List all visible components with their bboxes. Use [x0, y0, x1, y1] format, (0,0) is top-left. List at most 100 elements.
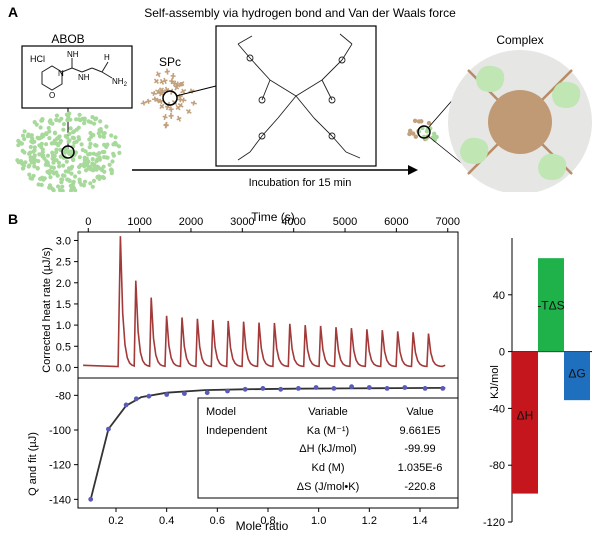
abob-particle	[54, 170, 58, 174]
isotherm-data-point	[106, 427, 111, 432]
spc-arm	[168, 113, 173, 119]
isotherm-x-tick-label: 0.8	[260, 515, 275, 527]
abob-particle	[50, 122, 54, 126]
abob-particle	[102, 170, 106, 174]
abob-particle	[65, 113, 69, 117]
complex-particle-bit	[411, 131, 415, 135]
isotherm-data-point	[314, 385, 319, 390]
abob-particle	[56, 143, 60, 147]
complex-particle-bit	[417, 119, 421, 123]
panel-a-svg: A Self-assembly via hydrogen bond and Va…	[0, 0, 600, 192]
table-variable-ds: ΔS (J/mol•K)	[297, 481, 360, 493]
abob-particle	[44, 142, 48, 146]
abob-particle	[62, 122, 66, 126]
isotherm-data-point	[134, 396, 139, 401]
abob-particle	[95, 157, 99, 161]
complex-abob-blob	[476, 66, 504, 92]
isotherm-data-point	[423, 386, 428, 391]
abob-particle	[112, 154, 116, 158]
abob-particle	[16, 143, 20, 147]
abob-particle	[30, 160, 34, 164]
thermogram-x-tick-label: 2000	[179, 216, 203, 228]
abob-particle	[72, 180, 76, 184]
isotherm-data-point	[440, 386, 445, 391]
abob-particle	[48, 175, 52, 179]
bar-y-tick-label: -40	[489, 403, 505, 415]
abob-particle	[61, 128, 65, 132]
abob-particle	[54, 118, 58, 122]
abob-particle	[83, 180, 87, 184]
panel-b: B Time (s) Corrected heat rate (µJ/s) Q …	[0, 192, 600, 536]
table-header-model: Model	[206, 406, 236, 418]
spc-arm	[175, 115, 182, 123]
abob-particle	[92, 179, 96, 183]
table-header-value: Value	[406, 406, 433, 418]
isotherm-x-tick-label: 1.2	[362, 515, 377, 527]
fit-parameters-table: Model Variable Value Independent Ka (M⁻¹…	[198, 398, 458, 498]
spc-arm	[190, 100, 197, 106]
abob-particle	[53, 139, 57, 143]
abob-particle	[55, 114, 59, 118]
abob-particle	[78, 180, 82, 184]
table-variable-kd: Kd (M)	[312, 462, 345, 474]
bar-y-tick-label: 0	[499, 347, 505, 359]
abob-particle	[72, 141, 76, 145]
abob-particle	[98, 119, 102, 123]
isotherm-x-tick-label: 0.6	[210, 515, 225, 527]
abob-particle	[78, 155, 82, 159]
abob-particle	[117, 144, 121, 148]
abob-particle	[40, 133, 44, 137]
isotherm-data-point	[349, 384, 354, 389]
complex-abob-blob	[460, 138, 488, 164]
isotherm-data-point	[278, 387, 283, 392]
o-label: O	[49, 91, 55, 100]
abob-particle	[81, 148, 85, 152]
abob-particle	[69, 126, 73, 130]
isotherm-x-tick-label: 0.2	[108, 515, 123, 527]
abob-particle	[88, 131, 92, 135]
abob-particle	[110, 171, 114, 175]
abob-particle	[109, 133, 113, 137]
complex-label: Complex	[496, 33, 543, 47]
isotherm-y-tick-label: -120	[49, 460, 71, 472]
abob-particle	[108, 163, 112, 167]
abob-particle	[91, 185, 95, 189]
nh-label-1: NH	[67, 50, 79, 59]
spc-arm	[145, 98, 152, 104]
panel-b-svg: B Time (s) Corrected heat rate (µJ/s) Q …	[0, 192, 600, 536]
spc-arm	[170, 73, 176, 79]
abob-particle	[91, 157, 95, 161]
hcl-label: HCl	[30, 54, 45, 64]
abob-particle	[39, 125, 43, 129]
bar-y-tick-label: -80	[489, 460, 505, 472]
spc-zoom-circle	[163, 91, 177, 105]
table-value-ka: 9.661E5	[400, 425, 441, 437]
isotherm-data-point	[296, 386, 301, 391]
isotherm-x-tick-label: 1.0	[311, 515, 326, 527]
top-y-axis-label: Corrected heat rate (µJ/s)	[41, 247, 53, 373]
spc-arm	[155, 70, 162, 78]
thermogram-y-tick-label: 2.0	[56, 278, 71, 290]
abob-particle	[72, 136, 76, 140]
abob-particle	[19, 159, 23, 163]
abob-particle	[97, 177, 101, 181]
table-model-value: Independent	[206, 425, 267, 437]
thermogram-x-tick-label: 5000	[333, 216, 357, 228]
complex-particle-bit	[425, 129, 429, 133]
abob-particle	[15, 158, 19, 162]
abob-particle	[44, 131, 48, 135]
abob-particle	[67, 138, 71, 142]
abob-particle	[64, 134, 68, 138]
abob-particle	[46, 154, 50, 158]
bar-y-tick-label: -120	[483, 517, 505, 529]
abob-particle	[37, 182, 41, 186]
abob-particle	[27, 173, 31, 177]
abob-particle	[77, 170, 81, 174]
abob-particle	[47, 126, 51, 130]
isotherm-x-tick-label: 0.4	[159, 515, 174, 527]
abob-particle	[16, 139, 20, 143]
abob-particle	[51, 161, 55, 165]
abob-particle	[87, 165, 91, 169]
isotherm-data-point	[147, 394, 152, 399]
abob-particle	[33, 120, 37, 124]
